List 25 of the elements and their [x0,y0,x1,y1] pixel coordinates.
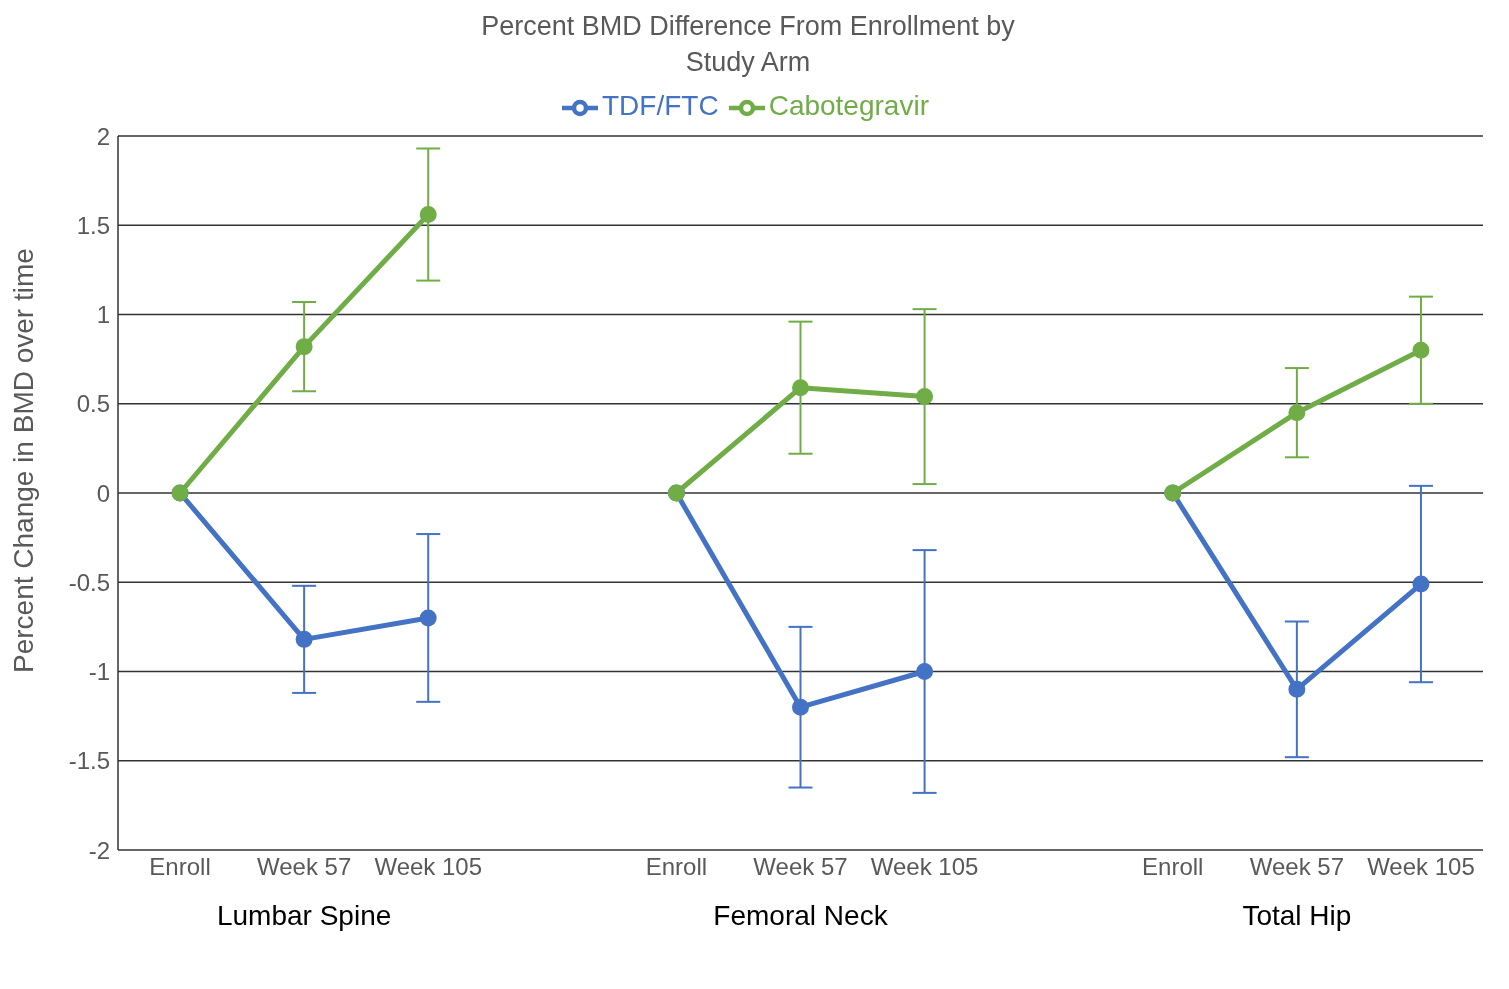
x-tick-label: Enroll [149,853,211,881]
y-tick-label: -2 [88,836,110,864]
y-tick-label: 0 [96,479,110,507]
text: Lumbar Spine [216,900,392,932]
y-tick-label: -1.5 [68,747,110,775]
x-tick-label: Enroll [645,853,708,881]
x-tick-label: Week 105 [870,853,979,881]
y-axis-title: Percent Change in BMD over time [7,248,39,673]
x-tick-label: Enroll [1142,853,1204,881]
y-tick-label: -0.5 [68,568,110,596]
y-tick-label: 1 [96,301,110,329]
x-tick-label: Week 57 [753,853,848,881]
text: Femoral Neck [713,900,888,932]
x-tick-label: Week 105 [374,853,483,881]
x-tick-label: Week 57 [257,853,352,881]
y-tick-label: 2 [96,122,110,150]
y-tick-label: 0.5 [76,390,110,418]
x-tick-label: Week 105 [1367,853,1475,881]
y-tick-label: 1.5 [76,211,110,239]
text: Total Hip [1242,900,1352,932]
chart-title: Percent BMD Difference From Enrollment by Study Arm [480,10,1016,79]
legend-label: TDF/FTC [602,90,719,122]
legend-label: Cabotegravir [768,90,929,122]
y-tick-label: -1 [88,658,110,686]
x-tick-label: Week 57 [1249,853,1344,881]
